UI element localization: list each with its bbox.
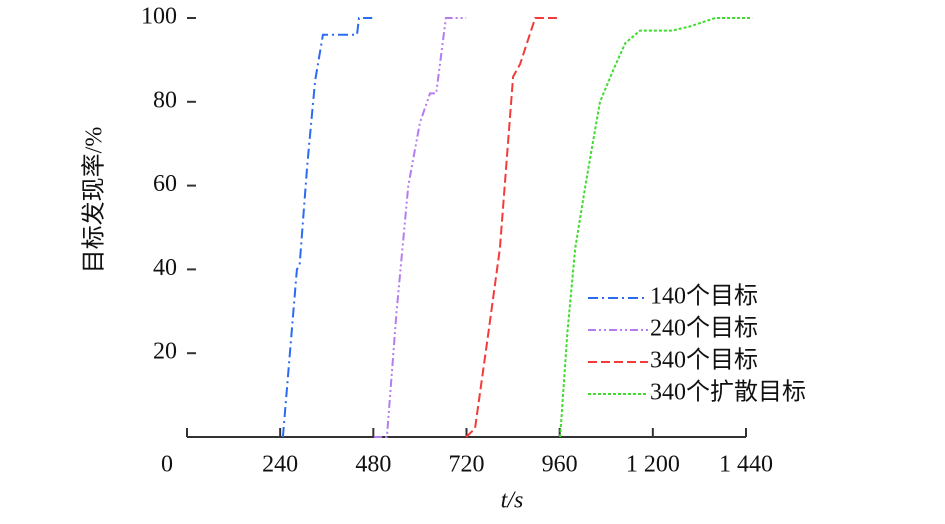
y-tick-label: 20	[153, 339, 177, 365]
x-tick-label: 1 440	[719, 452, 773, 478]
y-tick-label: 40	[153, 255, 177, 281]
y-tick-label: 60	[153, 171, 177, 197]
series-line	[281, 17, 373, 438]
legend-label: 140个目标	[650, 283, 758, 310]
legend-label: 340个目标	[650, 347, 758, 374]
y-tick-label: 80	[153, 87, 177, 113]
y-tick-label: 100	[141, 4, 177, 30]
x-tick-label: 0	[161, 452, 173, 478]
series-line	[559, 17, 753, 438]
x-tick-label: 480	[355, 452, 391, 478]
series-line	[374, 17, 467, 438]
legend-label: 340个扩散目标	[650, 379, 806, 406]
y-axis-label: 目标发现率/%	[81, 127, 108, 274]
series-line	[465, 17, 561, 438]
x-tick-label: 720	[449, 452, 485, 478]
x-tick-label: 1 200	[626, 452, 680, 478]
legend-label: 240个目标	[650, 315, 758, 342]
x-axis-label: t/s	[501, 488, 524, 514]
x-tick-label: 960	[542, 452, 578, 478]
x-tick-label: 240	[262, 452, 298, 478]
